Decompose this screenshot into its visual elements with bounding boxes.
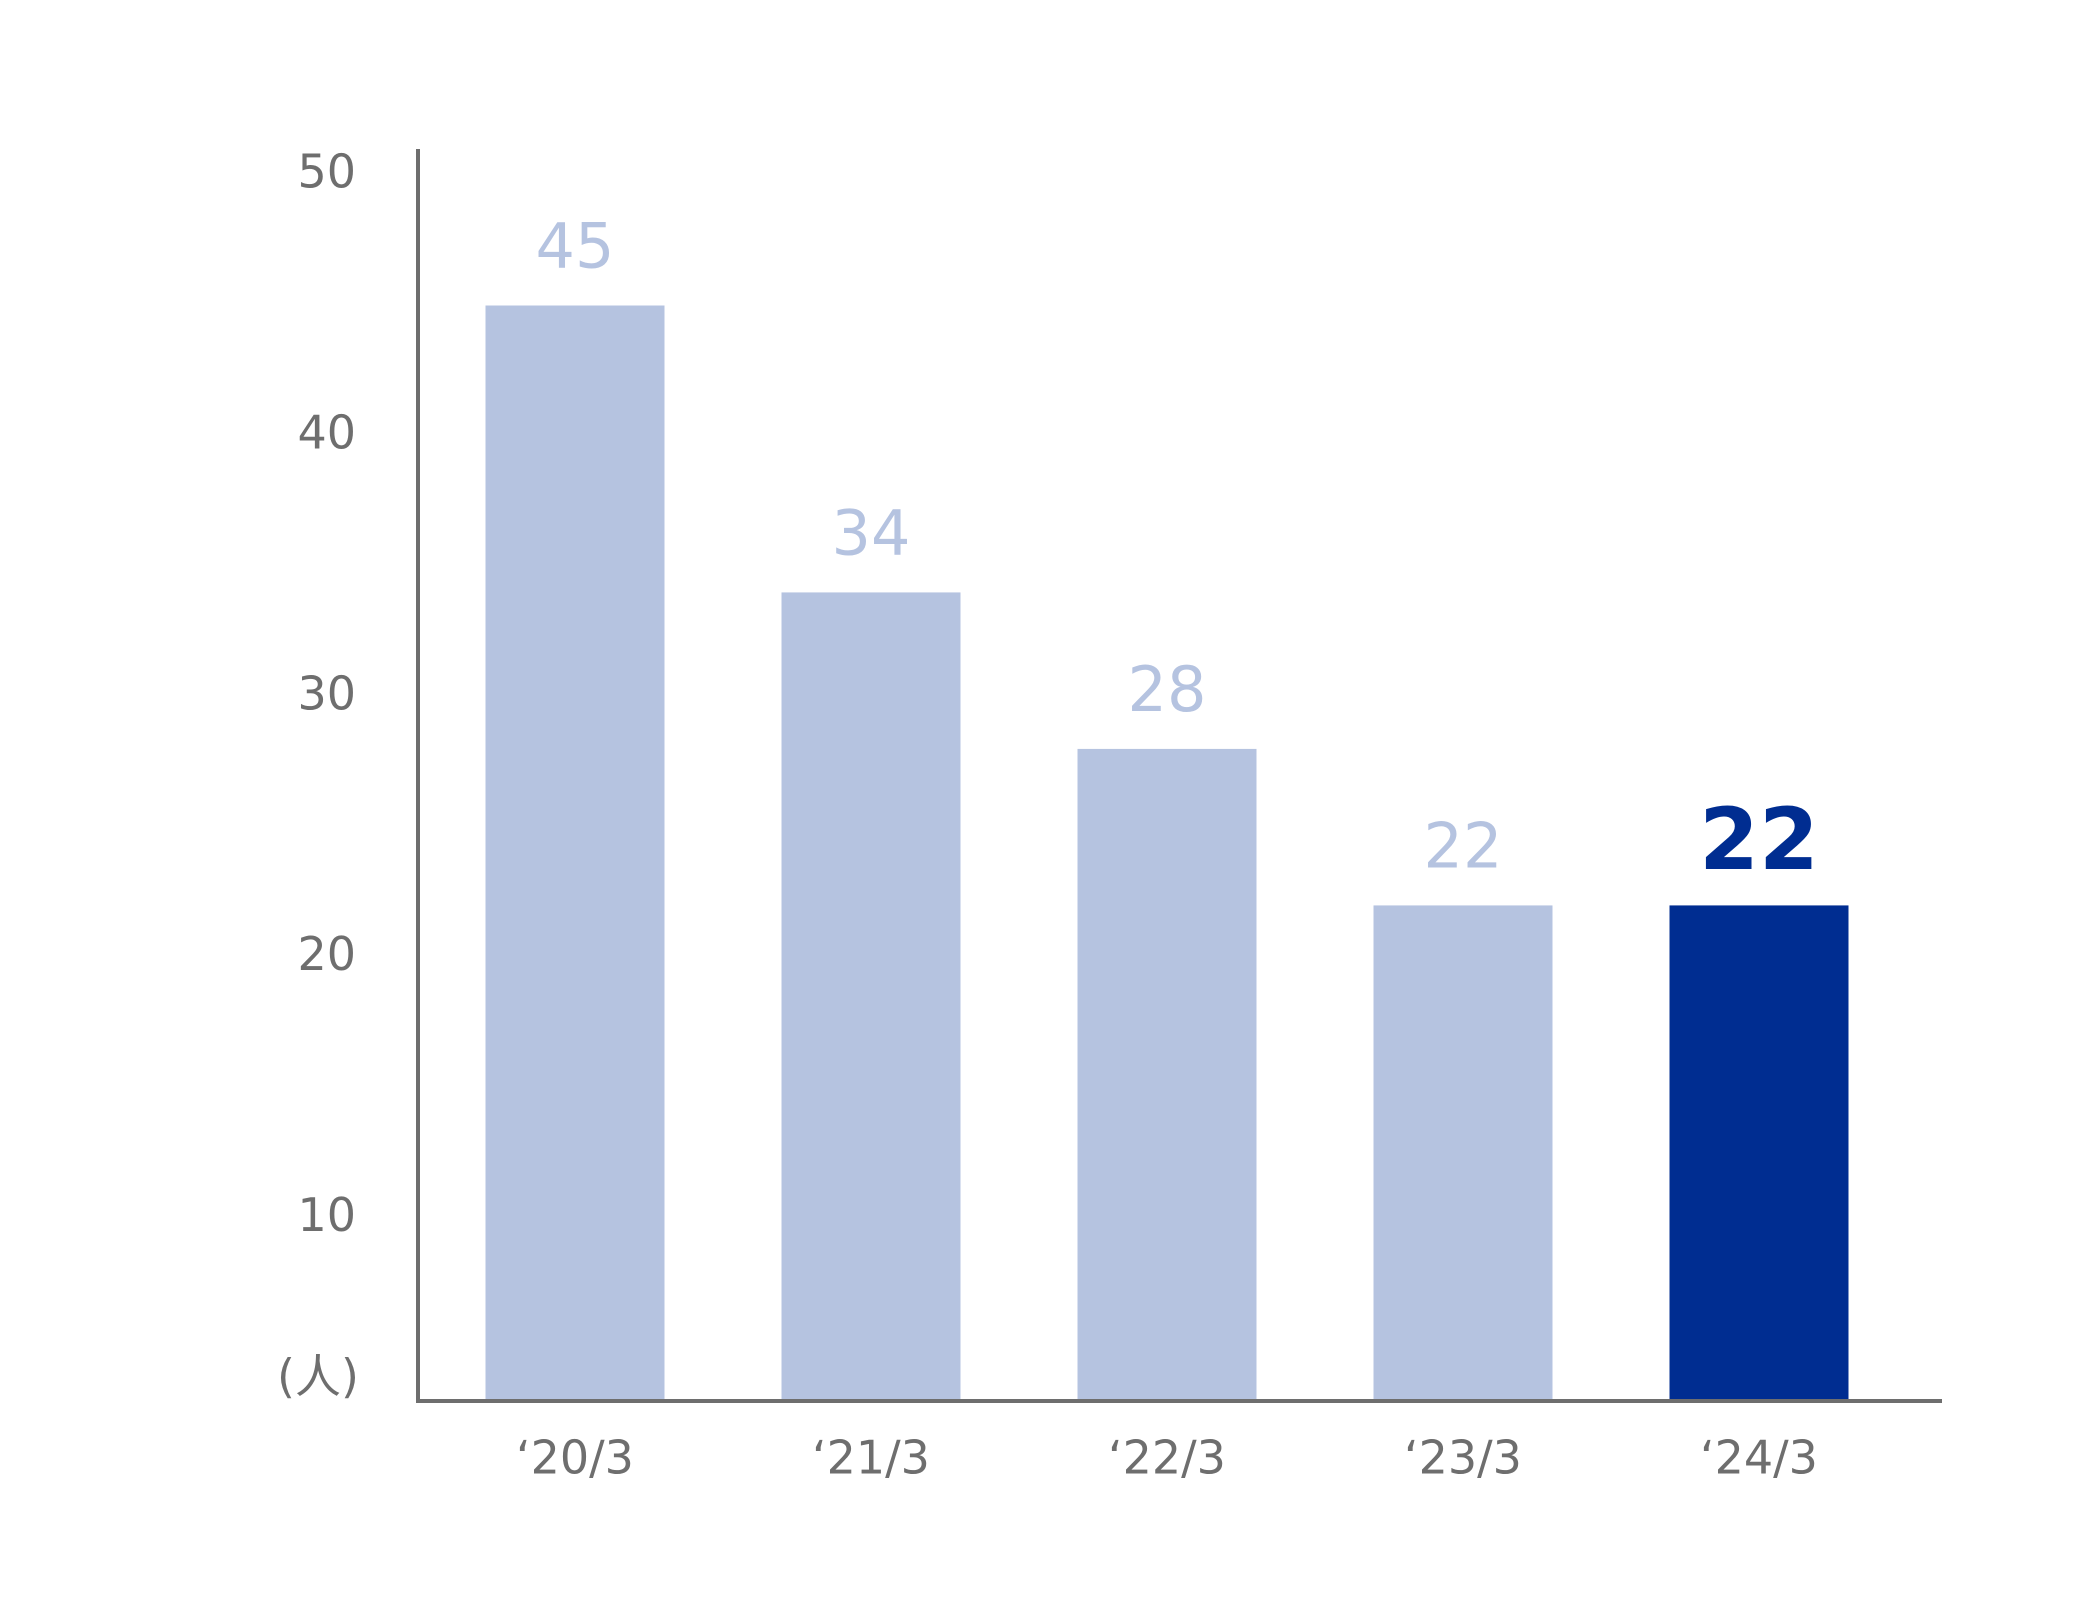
value-label: 34 xyxy=(832,497,911,570)
bar xyxy=(1373,905,1553,1401)
bar xyxy=(781,592,961,1401)
y-tick-label: 30 xyxy=(297,666,356,720)
y-tick-label: 40 xyxy=(297,405,356,459)
bar xyxy=(485,305,665,1401)
y-axis-unit: (人) xyxy=(277,1350,359,1404)
value-label: 28 xyxy=(1128,653,1207,726)
x-tick-label: ‘21/3 xyxy=(812,1431,930,1485)
x-tick-label: ‘23/3 xyxy=(1404,1431,1522,1485)
y-tick-label: 50 xyxy=(297,145,356,199)
bar xyxy=(1077,748,1257,1401)
value-label: 22 xyxy=(1699,790,1819,890)
x-tick-label: ‘20/3 xyxy=(516,1431,634,1485)
value-label: 22 xyxy=(1424,810,1503,883)
x-tick-label: ‘22/3 xyxy=(1108,1431,1226,1485)
bar xyxy=(1669,905,1849,1401)
y-tick-label: 10 xyxy=(297,1188,356,1242)
value-label: 45 xyxy=(536,210,615,283)
x-tick-label: ‘24/3 xyxy=(1700,1431,1818,1485)
y-tick-label: 20 xyxy=(297,927,356,981)
